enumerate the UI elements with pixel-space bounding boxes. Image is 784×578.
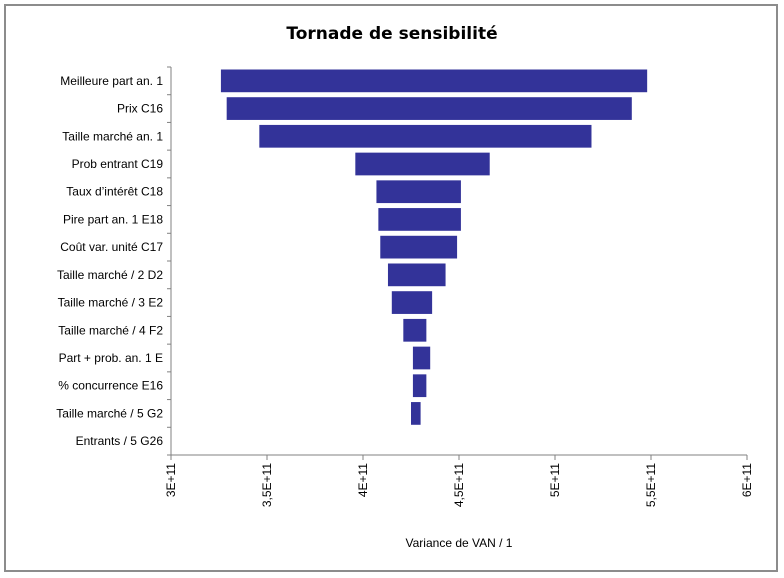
bar [355,152,490,176]
x-tick-label: 6E+11 [740,463,754,497]
bar [259,124,592,148]
category-label: Meilleure part an. 1 [60,74,163,88]
bar [220,69,648,93]
category-label: Taille marché / 5 G2 [56,406,163,420]
x-tick-label: 4,5E+11 [452,463,466,507]
x-tick-label: 5,5E+11 [644,463,658,507]
bar [380,235,458,259]
bar [411,402,421,425]
category-label: Part + prob. an. 1 E [59,351,163,365]
x-axis-title: Variance de VAN / 1 [406,536,513,550]
x-tick-label: 5E+11 [548,463,562,497]
x-tick-label: 3,5E+11 [260,463,274,507]
bars-group [220,69,648,425]
category-label: Pire part an. 1 E18 [63,212,163,226]
bar [378,208,461,231]
bar [403,318,427,342]
bar [391,291,433,314]
category-label: % concurrence E16 [58,379,163,393]
category-label: Prob entrant C19 [72,157,164,171]
category-label: Taille marché an. 1 [62,129,163,143]
x-tick-labels: 3E+11 3,5E+11 4E+11 4,5E+11 5E+11 5,5E+11 6E+1… [164,463,754,507]
x-tick-label: 3E+11 [164,463,178,497]
category-label: Taux d’intérêt C18 [66,185,163,199]
bar [376,180,461,204]
chart-title: Tornade de sensibilité [286,24,497,44]
bar [412,374,427,398]
category-label: Taille marché / 4 F2 [58,323,163,337]
bar [226,97,632,120]
x-ticks [167,66,748,460]
bar [387,263,446,287]
x-tick-label: 4E+11 [356,463,370,497]
category-label: Taille marché / 2 D2 [57,268,163,282]
category-label: Prix C16 [117,102,163,116]
category-label: Entrants / 5 G26 [76,434,164,448]
bar [412,346,431,370]
category-labels: Meilleure part an. 1 Prix C16 Taille march… [56,74,163,448]
category-label: Taille marché / 3 E2 [58,296,164,310]
category-label: Coût var. unité C17 [60,240,163,254]
